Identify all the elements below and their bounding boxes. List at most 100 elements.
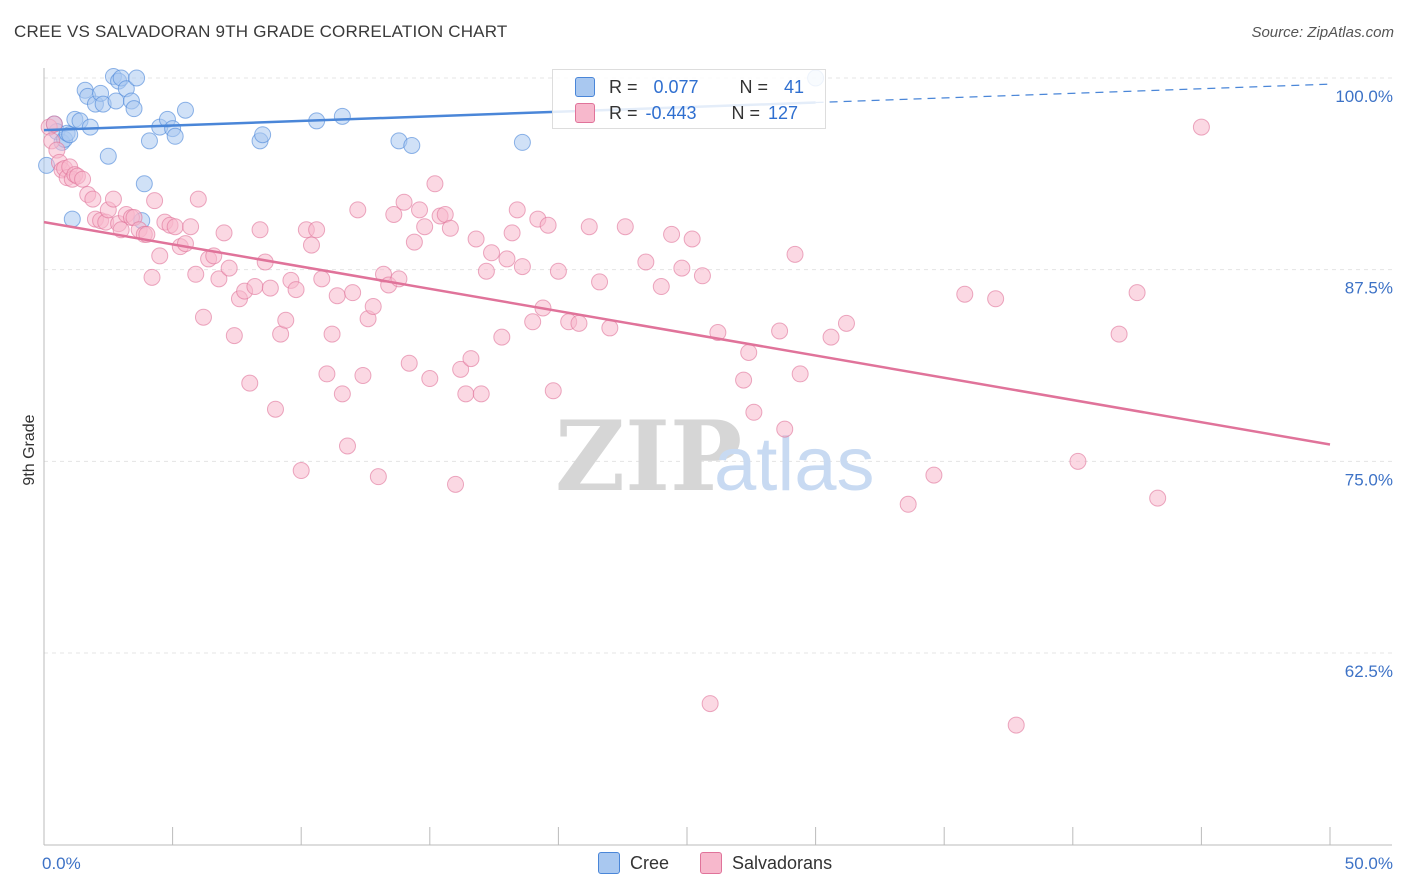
correlation-legend: R = 0.077 N = 41 R = -0.443 N = 127 [552, 69, 826, 129]
cree-point [140, 132, 158, 150]
salvadorans-point [1149, 489, 1167, 507]
legend-row-salvadorans: R = -0.443 N = 127 [575, 101, 798, 125]
axes [43, 68, 1392, 846]
salvadorans-point [791, 365, 809, 383]
salvadorans-point [302, 236, 320, 254]
salvadorans-point [166, 218, 184, 236]
salvadorans-point [400, 354, 418, 372]
salvadorans-point [498, 250, 516, 268]
salvadorans-point [194, 308, 212, 326]
salvadorans-point [349, 201, 367, 219]
salvadorans-point [328, 287, 346, 305]
salvadorans-n-value: 127 [768, 102, 799, 123]
salvadorans-point [1007, 716, 1025, 734]
salvadorans-point [385, 205, 403, 223]
salvadorans-point [637, 253, 655, 271]
cree-point [176, 101, 194, 119]
r-label: R = [609, 76, 638, 97]
cree-n-value: 41 [784, 76, 805, 97]
salvadorans-point [771, 322, 789, 340]
cree-point [166, 127, 184, 145]
salvadorans-point [220, 259, 238, 277]
legend-item-cree[interactable]: Cree [598, 852, 669, 874]
cree-legend-swatch [598, 852, 620, 874]
cree-point [61, 126, 79, 144]
cree-point [125, 100, 143, 118]
cree-point [333, 107, 351, 125]
legend-item-salvadorans[interactable]: Salvadorans [700, 852, 832, 874]
salvadorans-point [709, 324, 727, 342]
salvadorans-point [477, 262, 495, 280]
salvadorans-point [210, 270, 228, 288]
salvadorans-point [776, 420, 794, 438]
salvadorans-point [462, 350, 480, 368]
n-label: N = [739, 76, 769, 97]
cree-point [128, 69, 146, 87]
salvadorans-point [452, 360, 470, 378]
salvadorans-point [493, 328, 511, 346]
watermark-atlas: atlas [714, 422, 875, 507]
salvadorans-point [544, 382, 562, 400]
salvadorans-point [673, 259, 691, 277]
salvadorans-point [652, 278, 670, 296]
salvadorans-point [539, 216, 557, 234]
salvadorans-point [683, 230, 701, 248]
salvadorans-point [405, 233, 423, 251]
salvadorans-point [416, 218, 434, 236]
salvadorans-point [549, 262, 567, 280]
salvadorans-point [735, 371, 753, 389]
salvadorans-point [508, 201, 526, 219]
salvadorans-point [369, 468, 387, 486]
salvadorans-point [318, 365, 336, 383]
salvadorans-trend-line [43, 220, 1331, 446]
y-axis-title: 9th Grade [21, 414, 38, 485]
salvadorans-point [364, 297, 382, 315]
salvadorans-point [663, 225, 681, 243]
salvadorans-point [447, 475, 465, 493]
salvadorans-point [182, 218, 200, 236]
n-label: N = [731, 102, 761, 123]
salvadorans-point [1110, 325, 1128, 343]
salvadorans-point [151, 247, 169, 265]
salvadorans-point [143, 268, 161, 286]
y-tick-label: 75.0% [1345, 470, 1393, 489]
salvadorans-legend-label: Salvadorans [732, 852, 833, 873]
salvadorans-point [251, 221, 269, 239]
y-tick-label: 87.5% [1345, 279, 1393, 298]
x-tick-label: 50.0% [1345, 854, 1393, 873]
salvadorans-point [426, 175, 444, 193]
salvadorans-point [287, 281, 305, 299]
cree-trend-extension [815, 83, 1331, 104]
salvadorans-point [266, 400, 284, 418]
salvadorans-point [308, 221, 326, 239]
salvadorans-point [176, 235, 194, 253]
salvadorans-point [323, 325, 341, 343]
salvadorans-point [45, 115, 63, 133]
salvadorans-point [189, 190, 207, 208]
legend-row-cree: R = 0.077 N = 41 [575, 75, 804, 99]
salvadorans-r-value: -0.443 [645, 102, 697, 123]
salvadorans-point [225, 327, 243, 345]
salvadorans-point [693, 267, 711, 285]
cree-point [135, 175, 153, 193]
salvadorans-point [956, 285, 974, 303]
salvadorans-point [1069, 452, 1087, 470]
salvadorans-point [146, 192, 164, 210]
salvadorans-point [74, 170, 92, 188]
tick-labels: 100.0% 87.5% 75.0% 62.5% 0.0% 50.0% [42, 87, 1393, 873]
y-tick-label: 100.0% [1335, 87, 1393, 106]
salvadorans-point [570, 314, 588, 332]
salvadorans-point [395, 193, 413, 211]
salvadorans-point [354, 366, 372, 384]
salvadorans-point [740, 343, 758, 361]
salvadorans-swatch [575, 103, 595, 123]
source-label: Source: ZipAtlas.com [1251, 24, 1394, 41]
salvadorans-point [987, 290, 1005, 308]
cree-point [254, 126, 272, 144]
salvadorans-point [1128, 284, 1146, 302]
salvadorans-point [333, 385, 351, 403]
cree-r-value: 0.077 [653, 76, 699, 97]
chart-title: CREE VS SALVADORAN 9TH GRADE CORRELATION… [14, 22, 508, 41]
y-tick-label: 62.5% [1345, 662, 1393, 681]
salvadorans-point [421, 370, 439, 388]
